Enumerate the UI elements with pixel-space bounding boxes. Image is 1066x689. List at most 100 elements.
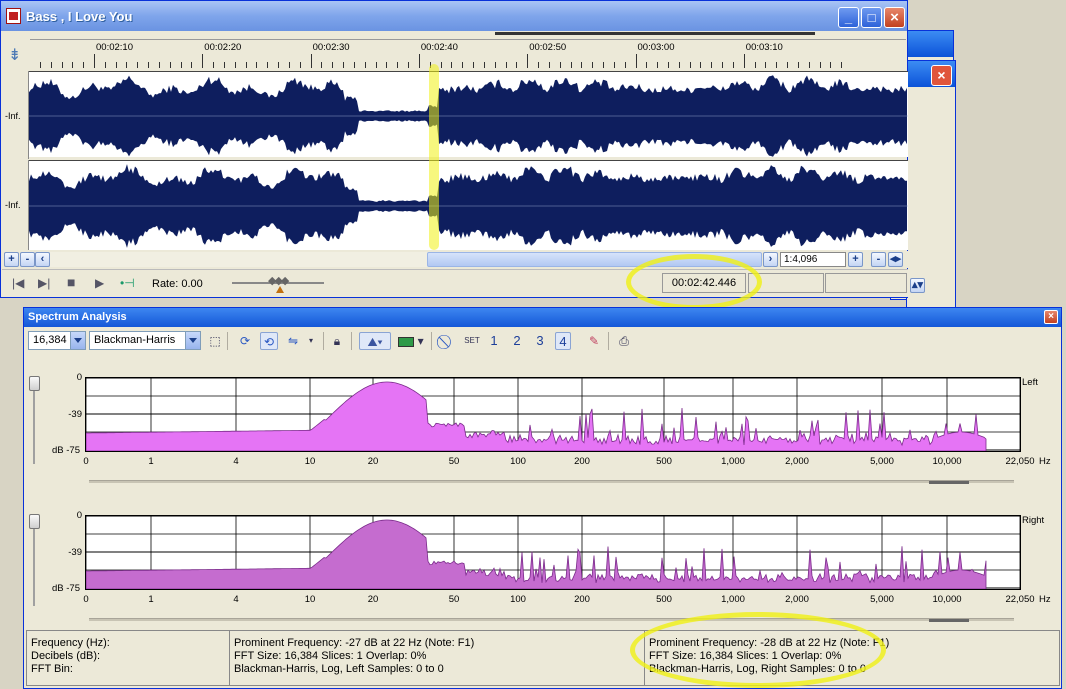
fft-size-select[interactable]: 16,384 — [28, 331, 86, 350]
right-range-slider[interactable] — [29, 514, 40, 606]
hz-unit-label: Hz — [1039, 594, 1051, 605]
spectrum-left-graph — [85, 377, 1021, 452]
frequency-tick-label: 10,000 — [932, 456, 962, 467]
clear-icon[interactable]: ⃠ — [438, 332, 456, 350]
zoom-fit-icon[interactable]: ◂▸ — [888, 252, 903, 267]
timeline-minor-tick — [700, 62, 702, 68]
frequency-tick-label: 500 — [656, 456, 672, 467]
timeline-minor-tick — [462, 62, 464, 68]
spectrum-titlebar[interactable]: Spectrum Analysis × — [24, 308, 1061, 327]
timeline-minor-tick — [180, 62, 182, 68]
fft-size-value: 16,384 — [33, 334, 67, 346]
timeline-minor-tick — [797, 62, 799, 68]
zoom-out-time-icon[interactable]: - — [871, 252, 886, 267]
timeline-minor-tick — [245, 62, 247, 68]
timeline-minor-tick — [787, 62, 789, 68]
auto-update-icon[interactable]: ⟲ — [260, 332, 278, 350]
background-window-close-icon[interactable]: × — [931, 65, 952, 86]
stop-icon[interactable]: ■ — [67, 274, 76, 290]
left-range-slider[interactable] — [29, 376, 40, 464]
right-freq-scrollbar[interactable] — [89, 618, 1014, 622]
timeline-minor-tick — [50, 62, 52, 68]
frequency-tick-label: 4 — [233, 594, 239, 605]
print-icon[interactable]: ⎙ — [619, 334, 629, 348]
timeline-ruler[interactable]: ⇟ 00:02:10 00:02:20 00:02:30 00:02:40 00:02:… — [2, 32, 906, 69]
slot-2-button[interactable]: 2 — [513, 333, 521, 348]
waveform-left-channel[interactable] — [29, 71, 908, 157]
set-label[interactable]: SET — [464, 336, 480, 345]
refresh-icon[interactable]: ⟳ — [239, 334, 251, 348]
zoom-out-icon[interactable]: - — [20, 252, 35, 267]
timeline-minor-tick — [722, 62, 724, 68]
waveform-right-plot — [29, 164, 908, 248]
timeline-minor-tick — [169, 62, 171, 68]
frequency-tick-label: 5,000 — [870, 456, 894, 467]
eraser-icon[interactable]: ✎ — [588, 334, 600, 348]
frequency-tick-label: 1 — [148, 456, 154, 467]
fft-info-left: FFT Size: 16,384 Slices: 1 Overlap: 0% — [234, 650, 427, 662]
frequency-tick-label: 1 — [148, 594, 154, 605]
decibels-readout: Decibels (dB): — [31, 650, 101, 662]
slot-1-button[interactable]: 1 — [490, 333, 498, 348]
frequency-tick-label: 4 — [233, 456, 239, 467]
zoom-in-time-icon[interactable]: + — [848, 252, 863, 267]
channel-label-left: Left — [1022, 377, 1038, 388]
spectrum-right-plot[interactable] — [85, 515, 1021, 590]
overview-bar[interactable] — [30, 32, 906, 40]
vertical-zoom-fit-icon[interactable]: ▴▾ — [910, 278, 925, 293]
close-button[interactable]: × — [884, 7, 905, 28]
timeline-minor-tick — [83, 62, 85, 68]
timeline-tick — [418, 54, 420, 68]
color-icon[interactable]: ▾ — [396, 332, 426, 350]
frequency-tick-label: 10 — [304, 594, 316, 605]
db-label: -39 — [68, 409, 82, 420]
left-freq-scrollbar[interactable] — [89, 480, 1014, 484]
minimize-button[interactable]: _ — [838, 7, 859, 28]
transport-bar: |◀ ▶| ■ ▶ •⊣ Rate: 0.00 ◆◆◆ 00:02:42.446 — [2, 269, 908, 297]
fft-bin-readout: FFT Bin: — [31, 663, 73, 675]
options-dropdown-icon[interactable]: ▾ — [308, 336, 313, 345]
spectrum-close-button[interactable]: × — [1044, 310, 1058, 324]
timeline-minor-tick — [570, 62, 572, 68]
spectrum-left-plot[interactable] — [85, 377, 1021, 452]
properties-icon[interactable]: ⬚ — [209, 334, 221, 348]
play-icon[interactable]: ▶ — [95, 276, 105, 290]
scroll-left-icon[interactable]: ‹ — [35, 252, 50, 267]
maximize-button[interactable]: □ — [861, 7, 882, 28]
timeline-minor-tick — [343, 62, 345, 68]
rate-slider-thumb[interactable]: ◆◆◆ — [268, 275, 289, 287]
timeline-minor-tick — [830, 62, 832, 68]
timeline-tick — [94, 54, 95, 68]
timeline-minor-tick — [819, 62, 821, 68]
go-to-end-icon[interactable]: ▶| — [38, 276, 51, 290]
slot-4-button[interactable]: 4 — [555, 332, 571, 350]
timeline-minor-tick — [559, 62, 561, 68]
options-icon[interactable]: ⇋ — [287, 334, 299, 348]
waveform-right-channel[interactable] — [29, 160, 908, 250]
chevron-down-icon[interactable] — [70, 332, 85, 349]
lock-icon[interactable]: 🔒︎ — [333, 334, 341, 348]
chevron-down-icon[interactable] — [185, 332, 200, 349]
go-to-start-icon[interactable]: |◀ — [12, 276, 25, 290]
timeline-minor-tick — [267, 62, 269, 68]
snap-icon[interactable]: ⇟ — [8, 47, 22, 64]
frequency-tick-label: 5,000 — [870, 594, 894, 605]
timeline-minor-tick — [689, 62, 691, 68]
channel-label-right: Right — [1022, 515, 1045, 526]
timeline-minor-tick — [451, 62, 453, 68]
graph-type-icon[interactable]: ⛰▾ — [359, 332, 391, 350]
spectrum-status-panel: Frequency (Hz): Decibels (dB): FFT Bin: … — [26, 630, 1060, 686]
timeline-tick — [635, 54, 637, 68]
rate-slider[interactable] — [232, 282, 324, 284]
timeline-minor-tick — [278, 62, 280, 68]
db-label: -39 — [68, 547, 82, 558]
zoom-in-icon[interactable]: + — [4, 252, 19, 267]
window-function-select[interactable]: Blackman-Harris — [89, 331, 201, 350]
slot-3-button[interactable]: 3 — [536, 333, 544, 348]
timeline-minor-tick — [776, 62, 778, 68]
spectrum-area — [85, 381, 987, 452]
wave-window-titlebar[interactable]: Bass , I Love You _ □ × — [1, 1, 907, 31]
loop-icon[interactable]: •⊣ — [120, 276, 135, 290]
scroll-right-icon[interactable]: › — [763, 252, 778, 267]
frequency-tick-label: 50 — [448, 594, 460, 605]
